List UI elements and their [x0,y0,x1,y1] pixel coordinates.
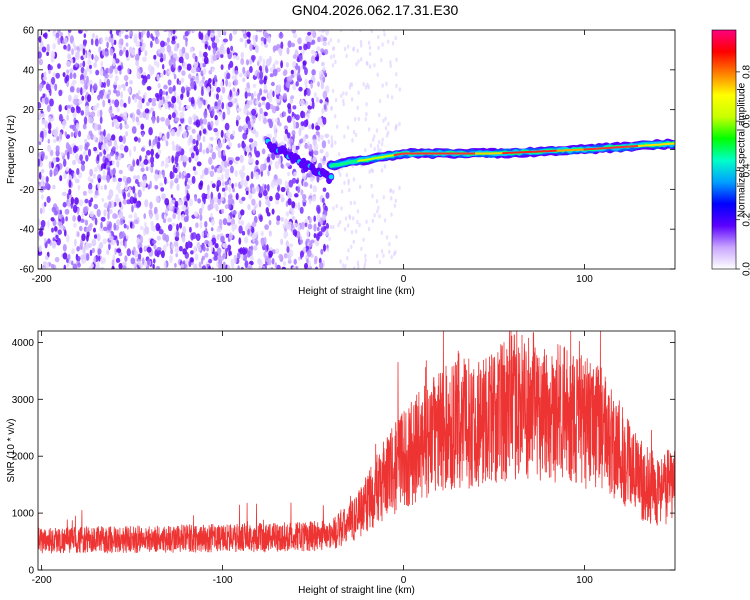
x-tick-label: 0 [401,274,407,285]
colorbar-tick-label: 0.8 [741,64,750,78]
colorbar-tick-label: 0.0 [741,262,750,276]
carrier-track [326,138,675,171]
y-tick-label: 3000 [12,395,35,406]
x-tick-label: 0 [401,575,407,586]
x-tick-label: 100 [576,274,593,285]
y-axis-label: SNR (10 * v/v) [6,419,17,483]
x-tick-label: -200 [32,274,52,285]
x-axis-label: Height of straight line (km) [298,585,415,596]
y-tick-label: 2000 [12,452,35,463]
y-tick-label: 1000 [12,509,35,520]
y-tick-label: -60 [20,265,35,276]
noise-speckle [38,30,402,269]
colorbar-tick-label: 0.6 [741,114,750,128]
y-tick-label: 4000 [12,338,35,349]
y-tick-label: 40 [23,65,35,76]
y-tick-label: 0 [28,566,34,577]
y-tick-label: 20 [23,105,35,116]
dispersion-track [264,137,335,185]
x-tick-label: -200 [32,575,52,586]
colorbar-label: Normalized spectral amplitude [737,82,748,217]
colorbar: 0.0 0.2 0.4 0.6 0.8 Normalized spectral ampli… [711,29,750,276]
x-tick-label: -100 [213,575,233,586]
y-tick-label: -20 [20,185,35,196]
x-axis-label: Height of straight line (km) [298,286,415,297]
colorbar-tick-label: 0.2 [741,212,750,226]
snr-frame [37,330,676,571]
x-tick-label: 100 [576,575,593,586]
snr-series-line [38,331,675,554]
y-tick-label: 60 [23,26,35,37]
x-tick-label: -100 [213,274,233,285]
y-tick-label: 0 [28,145,34,156]
chart-title: GN04.2026.062.17.31.E30 [291,2,459,18]
y-axis-label: Frequency (Hz) [6,115,17,184]
colorbar-gradient [711,29,737,270]
colorbar-tick-label: 0.4 [741,163,750,177]
y-tick-label: -40 [20,225,35,236]
